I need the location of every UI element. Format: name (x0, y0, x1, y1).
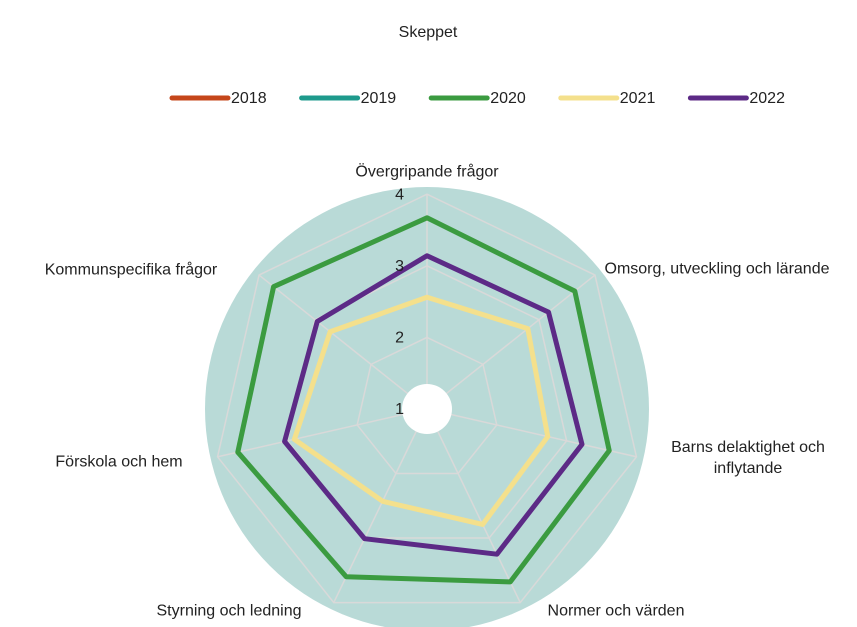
spoke (426, 408, 637, 458)
legend-label: 2019 (361, 90, 397, 107)
spoke (426, 274, 596, 410)
r-tick-label: 3 (395, 258, 404, 275)
category-label: Övergripande frågor (355, 163, 499, 181)
center-hole (402, 384, 452, 434)
category-label: Förskola och hem (55, 453, 183, 471)
r-tick-label: 1 (395, 401, 404, 418)
r-tick-label: 4 (395, 186, 404, 203)
grid-ring (216, 193, 638, 604)
category-label: Styrning och ledning (156, 602, 302, 620)
legend-label: 2021 (620, 90, 656, 107)
category-label: Omsorg, utveckling och lärande (604, 260, 830, 278)
series-line (235, 215, 612, 585)
legend: 2018 2019 2020 2021 2022 (169, 90, 785, 107)
category-label: Normer och värden (547, 602, 685, 620)
category-label: Kommunspecifika frågor (44, 261, 218, 279)
chart-title: Skeppet (399, 24, 458, 41)
series-line (291, 294, 551, 527)
legend-label: 2020 (490, 90, 526, 107)
legend-label: 2018 (231, 90, 267, 107)
spoke (426, 408, 521, 603)
legend-label: 2022 (749, 90, 785, 107)
spoke (333, 408, 428, 603)
r-tick-label: 2 (395, 330, 404, 347)
spoke (258, 274, 428, 410)
category-label: Barns delaktighet och inflytande (671, 439, 825, 477)
spoke (217, 408, 428, 458)
series-line (282, 253, 585, 557)
grid-ring (356, 336, 498, 475)
